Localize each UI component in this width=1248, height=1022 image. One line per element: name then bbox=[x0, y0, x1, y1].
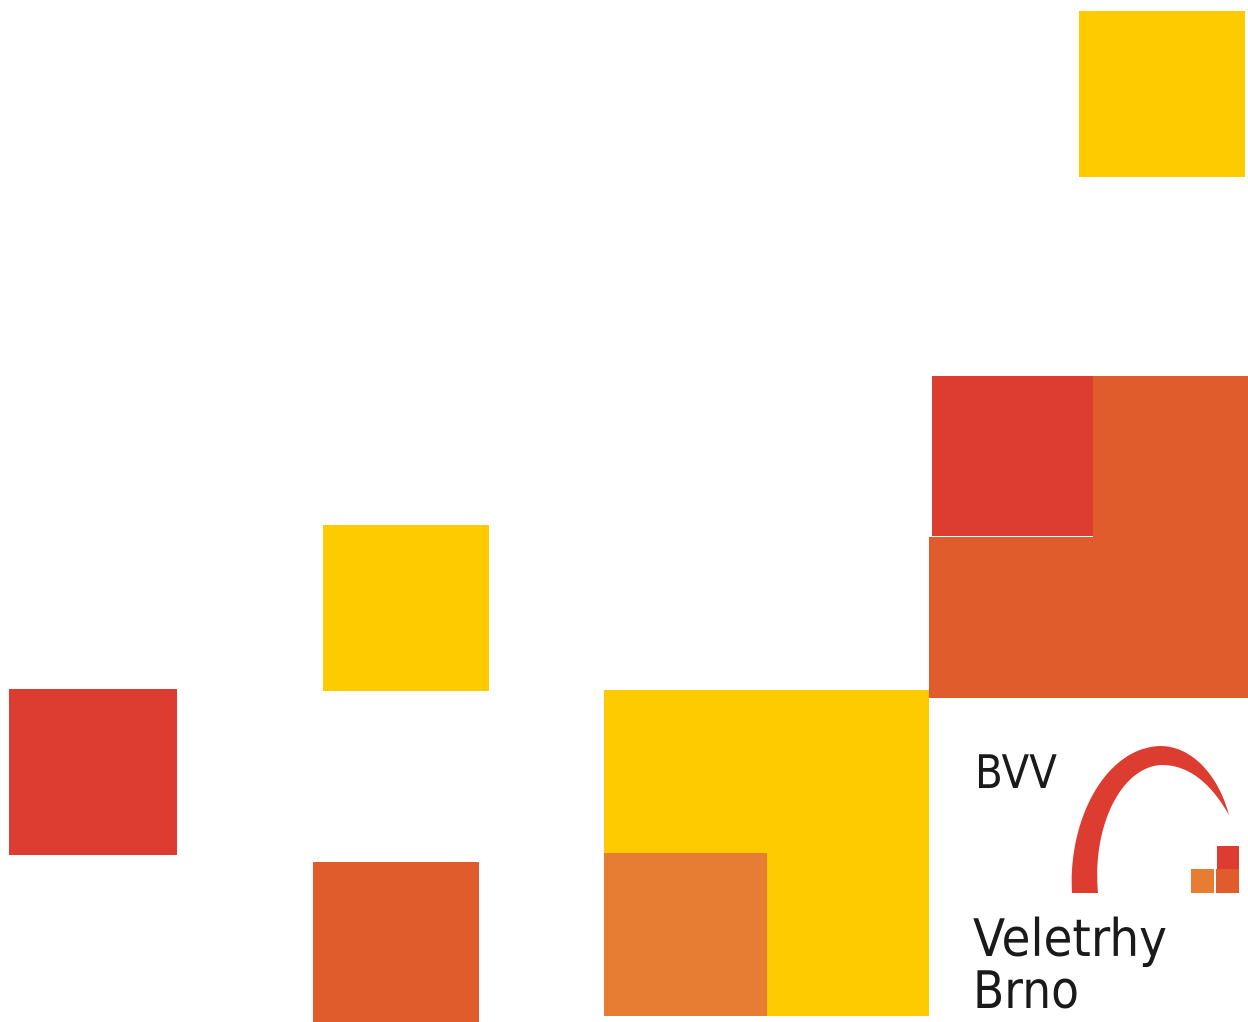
square bbox=[1079, 11, 1245, 177]
logo-square bbox=[1216, 869, 1239, 893]
square bbox=[1093, 376, 1248, 698]
logo-name: Brno bbox=[973, 961, 1079, 1021]
square bbox=[323, 525, 489, 691]
square bbox=[9, 689, 177, 855]
square bbox=[604, 853, 767, 1016]
logo-square bbox=[1217, 846, 1239, 869]
square bbox=[313, 862, 479, 1022]
logo-arc bbox=[1071, 746, 1229, 893]
square bbox=[932, 376, 1095, 536]
logo-name: Veletrhy bbox=[973, 909, 1167, 969]
logo-square bbox=[1191, 869, 1214, 893]
logo-abbreviation: BVV bbox=[975, 745, 1057, 799]
logo: BVV Veletrhy Brno bbox=[973, 745, 1239, 1021]
square bbox=[929, 537, 1093, 698]
